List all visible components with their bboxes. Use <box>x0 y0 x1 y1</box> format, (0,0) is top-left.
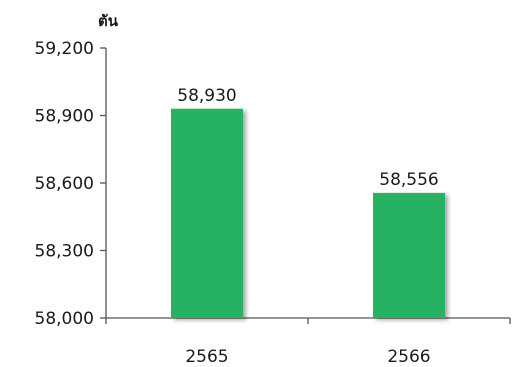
x-tick-label-2565: 2565 <box>185 347 228 367</box>
bars <box>171 108 445 318</box>
y-axis: 58,000 58,300 58,600 58,900 59,200 <box>35 39 107 329</box>
y-tick-label: 59,200 <box>35 39 94 59</box>
y-unit-label: ตัน <box>98 12 119 30</box>
data-label-2566: 58,556 <box>379 170 438 190</box>
x-tick-label-2566: 2566 <box>387 347 430 367</box>
data-labels: 58,930 58,556 <box>177 86 438 190</box>
y-tick-label: 58,900 <box>35 107 94 127</box>
bar-2566 <box>373 192 445 318</box>
y-tick-label: 58,600 <box>35 174 94 194</box>
bar-2565 <box>171 108 243 318</box>
data-label-2565: 58,930 <box>177 86 236 106</box>
y-tick-label: 58,300 <box>35 242 94 262</box>
y-tick-label: 58,000 <box>35 309 94 329</box>
x-axis: 2565 2566 <box>105 317 511 367</box>
